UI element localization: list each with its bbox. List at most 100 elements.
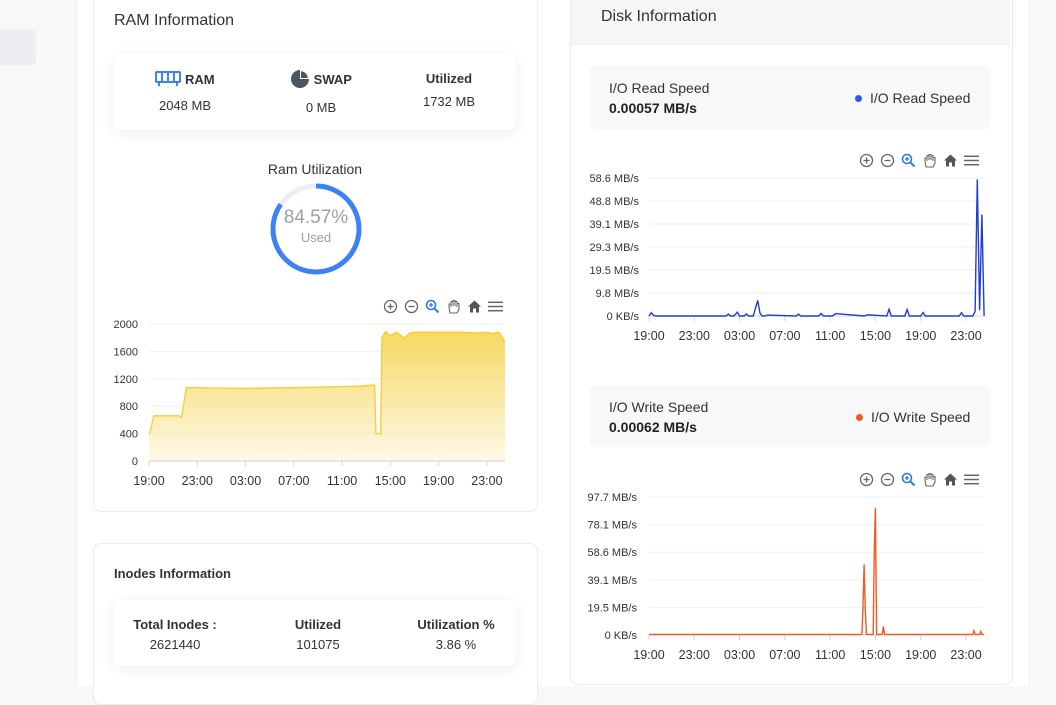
legend-dot-icon: [855, 94, 862, 102]
swap-label: SWAP: [313, 71, 352, 87]
ram-label: RAM: [185, 71, 215, 87]
pie-chart-icon: [290, 69, 310, 92]
inodes-utilized-label: Utilized: [294, 617, 342, 632]
x-tick-label: 07:00: [278, 474, 309, 488]
y-tick-label: 19.5 MB/s: [587, 602, 637, 614]
selection-zoom-icon[interactable]: [901, 153, 916, 168]
y-tick-label: 2000: [114, 319, 138, 331]
zoom-in-icon[interactable]: [859, 472, 874, 487]
menu-icon[interactable]: [488, 299, 503, 314]
io-read-legend-label: I/O Read Speed: [870, 90, 971, 106]
x-tick-label: 11:00: [815, 329, 845, 343]
ram-summary-box: RAM 2048 MB SWAP 0 MB Utilized 1732 MB: [113, 54, 516, 130]
inodes-utilization-label: Utilization %: [417, 617, 495, 632]
inodes-utilized-stat: Utilized 101075: [258, 617, 378, 652]
x-tick-label: 19:00: [133, 474, 164, 488]
memory-icon: [155, 71, 182, 90]
x-tick-label: 23:00: [471, 474, 502, 488]
ram-used-label: Used: [300, 230, 332, 245]
menu-icon[interactable]: [964, 153, 979, 168]
x-tick-label: 19:00: [633, 648, 664, 662]
swap-stat: SWAP 0 MB: [281, 69, 361, 115]
x-tick-label: 23:00: [679, 329, 710, 343]
io-write-legend-label: I/O Write Speed: [871, 409, 971, 425]
x-tick-label: 23:00: [950, 648, 981, 662]
disk-card-header: [571, 0, 1010, 45]
io-write-legend[interactable]: I/O Write Speed: [856, 409, 970, 425]
io-write-value: 0.00062 MB/s: [609, 419, 697, 435]
ram-utilization-gauge: 84.57% Used: [270, 183, 362, 275]
home-reset-icon[interactable]: [467, 299, 482, 314]
zoom-in-icon[interactable]: [383, 299, 398, 314]
selection-zoom-icon[interactable]: [901, 472, 916, 487]
sidebar-active-item[interactable]: [0, 30, 36, 65]
selection-zoom-icon[interactable]: [425, 299, 440, 314]
x-tick-label: 11:00: [815, 648, 845, 662]
y-tick-label: 97.7 MB/s: [587, 492, 637, 504]
total-inodes-value: 2621440: [149, 637, 201, 652]
y-tick-label: 78.1 MB/s: [587, 520, 637, 532]
ram-chart-toolbar: [383, 299, 503, 314]
pan-hand-icon[interactable]: [922, 472, 937, 487]
x-tick-label: 07:00: [769, 329, 800, 343]
read-chart-toolbar: [859, 153, 979, 168]
ram-usage-chart: 2000 1600 1200 800 400 0 19:00 23:00 03:00 07:00 1…: [114, 319, 506, 488]
inodes-utilized-value: 101075: [296, 637, 340, 652]
x-tick-label: 03:00: [724, 648, 755, 662]
x-tick-label: 15:00: [375, 474, 406, 488]
x-tick-label: 07:00: [769, 648, 800, 662]
y-tick-label: 58.6 MB/s: [587, 547, 637, 559]
y-tick-label: 800: [120, 401, 138, 413]
disk-card-title: Disk Information: [601, 8, 717, 25]
io-read-title: I/O Read Speed: [609, 80, 710, 96]
ram-card-title: RAM Information: [114, 12, 235, 29]
utilized-value: 1732 MB: [422, 94, 476, 109]
total-inodes-stat: Total Inodes : 2621440: [115, 617, 235, 652]
series-area: [149, 331, 505, 461]
x-tick-label: 19:00: [905, 648, 936, 662]
io-read-box: [590, 66, 990, 129]
series-line: [649, 507, 985, 636]
zoom-out-icon[interactable]: [404, 299, 419, 314]
ram-stat: RAM 2048 MB: [145, 71, 225, 113]
io-write-box: [590, 386, 990, 447]
y-tick-label: 400: [120, 429, 138, 441]
inodes-utilization-stat: Utilization % 3.86 %: [396, 617, 516, 652]
ram-utilization-title: Ram Utilization: [267, 161, 363, 177]
y-tick-label: 29.3 MB/s: [589, 242, 639, 254]
x-tick-label: 03:00: [230, 474, 261, 488]
y-tick-label: 39.1 MB/s: [587, 575, 637, 587]
x-tick-label: 23:00: [679, 648, 710, 662]
x-tick-label: 03:00: [724, 329, 755, 343]
x-tick-label: 19:00: [423, 474, 454, 488]
pan-hand-icon[interactable]: [922, 153, 937, 168]
inodes-utilization-value: 3.86 %: [435, 637, 477, 652]
inodes-summary-box: Total Inodes : 2621440 Utilized 101075 U…: [113, 600, 516, 666]
utilized-stat: Utilized 1732 MB: [409, 71, 489, 109]
y-tick-label: 0: [132, 456, 138, 468]
x-tick-label: 15:00: [860, 329, 891, 343]
pan-hand-icon[interactable]: [446, 299, 461, 314]
io-write-title: I/O Write Speed: [609, 399, 709, 415]
series-line: [648, 179, 985, 317]
y-tick-label: 0 KB/s: [607, 311, 640, 323]
zoom-out-icon[interactable]: [880, 472, 895, 487]
home-reset-icon[interactable]: [943, 472, 958, 487]
series-line: [148, 330, 506, 435]
swap-value: 0 MB: [305, 100, 337, 115]
ram-value: 2048 MB: [158, 98, 212, 113]
io-read-speed-chart: 58.6 MB/s 48.8 MB/s 39.1 MB/s 29.3 MB/s 19.5…: [589, 173, 985, 343]
inodes-card-title: Inodes Information: [114, 566, 231, 581]
home-reset-icon[interactable]: [943, 153, 958, 168]
io-read-legend[interactable]: I/O Read Speed: [855, 90, 970, 106]
x-tick-label: 19:00: [905, 329, 936, 343]
y-tick-label: 58.6 MB/s: [589, 173, 639, 185]
x-tick-label: 19:00: [633, 329, 664, 343]
y-tick-label: 19.5 MB/s: [589, 265, 639, 277]
y-tick-label: 1200: [114, 374, 138, 386]
zoom-out-icon[interactable]: [880, 153, 895, 168]
y-tick-label: 0 KB/s: [605, 630, 638, 642]
utilized-label: Utilized: [425, 71, 473, 86]
zoom-in-icon[interactable]: [859, 153, 874, 168]
menu-icon[interactable]: [964, 472, 979, 487]
